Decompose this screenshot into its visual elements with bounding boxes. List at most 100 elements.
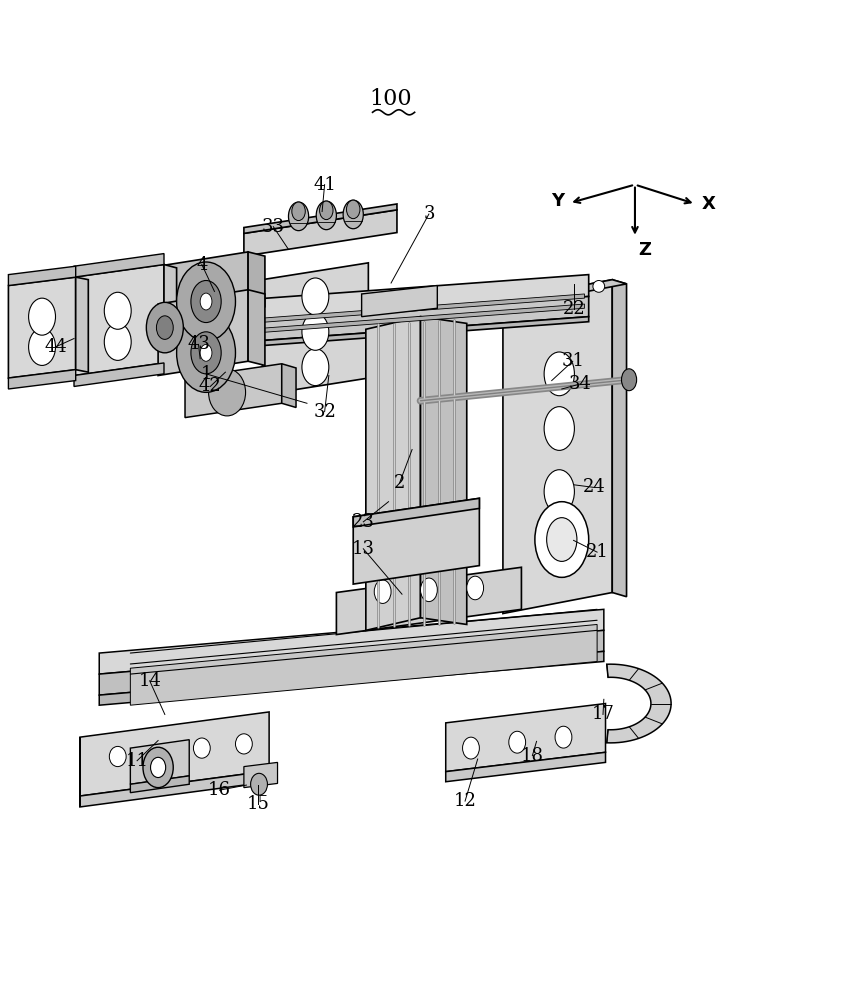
Ellipse shape <box>235 734 252 754</box>
Polygon shape <box>248 290 265 365</box>
Ellipse shape <box>544 407 574 450</box>
Ellipse shape <box>143 747 173 788</box>
Ellipse shape <box>191 280 221 323</box>
Polygon shape <box>164 265 177 366</box>
Ellipse shape <box>156 316 173 339</box>
Polygon shape <box>158 290 248 376</box>
Ellipse shape <box>177 262 235 341</box>
Text: 44: 44 <box>44 338 67 356</box>
Ellipse shape <box>151 757 166 778</box>
Polygon shape <box>74 363 164 386</box>
Polygon shape <box>446 752 606 782</box>
Ellipse shape <box>200 293 212 310</box>
Polygon shape <box>244 762 278 788</box>
Ellipse shape <box>346 200 360 219</box>
Text: 16: 16 <box>208 781 231 799</box>
Text: 41: 41 <box>313 176 336 194</box>
Text: 33: 33 <box>262 218 285 236</box>
Ellipse shape <box>292 202 305 221</box>
Polygon shape <box>612 280 627 597</box>
Polygon shape <box>353 498 479 584</box>
Polygon shape <box>158 252 248 317</box>
Ellipse shape <box>547 518 577 561</box>
Ellipse shape <box>104 292 131 329</box>
Text: 14: 14 <box>138 672 161 690</box>
Ellipse shape <box>544 470 574 513</box>
Text: 24: 24 <box>582 478 606 496</box>
Text: 23: 23 <box>352 513 375 531</box>
Ellipse shape <box>191 332 221 374</box>
Ellipse shape <box>288 202 309 231</box>
Ellipse shape <box>509 731 526 753</box>
Ellipse shape <box>251 773 267 795</box>
Ellipse shape <box>200 344 212 361</box>
Ellipse shape <box>539 286 551 297</box>
Ellipse shape <box>566 283 578 295</box>
Ellipse shape <box>343 200 363 229</box>
Polygon shape <box>366 317 420 630</box>
Text: 4: 4 <box>196 256 208 274</box>
Text: X: X <box>701 195 715 213</box>
Polygon shape <box>362 286 437 317</box>
Polygon shape <box>185 364 282 418</box>
Ellipse shape <box>535 502 589 577</box>
Ellipse shape <box>316 201 336 230</box>
Text: 22: 22 <box>563 300 586 318</box>
Ellipse shape <box>463 737 479 759</box>
Polygon shape <box>248 304 584 333</box>
Polygon shape <box>130 776 189 793</box>
Polygon shape <box>99 609 604 674</box>
Text: 3: 3 <box>423 205 435 223</box>
Text: Z: Z <box>638 241 652 259</box>
Text: 17: 17 <box>591 705 615 723</box>
Polygon shape <box>8 277 76 378</box>
Polygon shape <box>353 498 479 527</box>
Ellipse shape <box>302 313 329 350</box>
Text: 31: 31 <box>561 352 584 370</box>
Ellipse shape <box>420 578 437 602</box>
Polygon shape <box>262 263 368 395</box>
Text: 12: 12 <box>453 792 477 810</box>
Text: 1: 1 <box>200 365 212 383</box>
Polygon shape <box>420 317 467 624</box>
Polygon shape <box>130 740 189 784</box>
Polygon shape <box>503 280 627 305</box>
Polygon shape <box>248 294 584 323</box>
Polygon shape <box>606 664 671 743</box>
Polygon shape <box>74 265 164 376</box>
Ellipse shape <box>555 726 572 748</box>
Polygon shape <box>446 704 606 772</box>
Ellipse shape <box>193 738 210 758</box>
Text: Y: Y <box>551 192 564 210</box>
Polygon shape <box>282 364 296 407</box>
Text: 21: 21 <box>585 543 609 561</box>
Polygon shape <box>80 771 269 807</box>
Text: 11: 11 <box>125 752 149 770</box>
Ellipse shape <box>511 288 523 300</box>
Polygon shape <box>8 370 76 389</box>
Text: 100: 100 <box>370 88 412 110</box>
Polygon shape <box>248 252 265 307</box>
Ellipse shape <box>146 302 183 353</box>
Ellipse shape <box>209 369 246 416</box>
Polygon shape <box>130 624 597 705</box>
Polygon shape <box>244 204 397 233</box>
Polygon shape <box>8 266 76 286</box>
Ellipse shape <box>320 201 333 220</box>
Ellipse shape <box>104 323 131 360</box>
Text: 18: 18 <box>521 747 544 765</box>
Text: 34: 34 <box>569 375 592 393</box>
Polygon shape <box>244 275 589 322</box>
Ellipse shape <box>374 580 391 603</box>
Text: 13: 13 <box>352 540 375 558</box>
Polygon shape <box>74 254 164 277</box>
Text: 43: 43 <box>187 335 210 353</box>
Ellipse shape <box>109 746 126 767</box>
Polygon shape <box>244 317 589 347</box>
Ellipse shape <box>177 313 235 392</box>
Polygon shape <box>336 567 521 635</box>
Polygon shape <box>244 210 397 256</box>
Ellipse shape <box>29 328 56 365</box>
Polygon shape <box>80 712 269 796</box>
Polygon shape <box>244 296 589 342</box>
